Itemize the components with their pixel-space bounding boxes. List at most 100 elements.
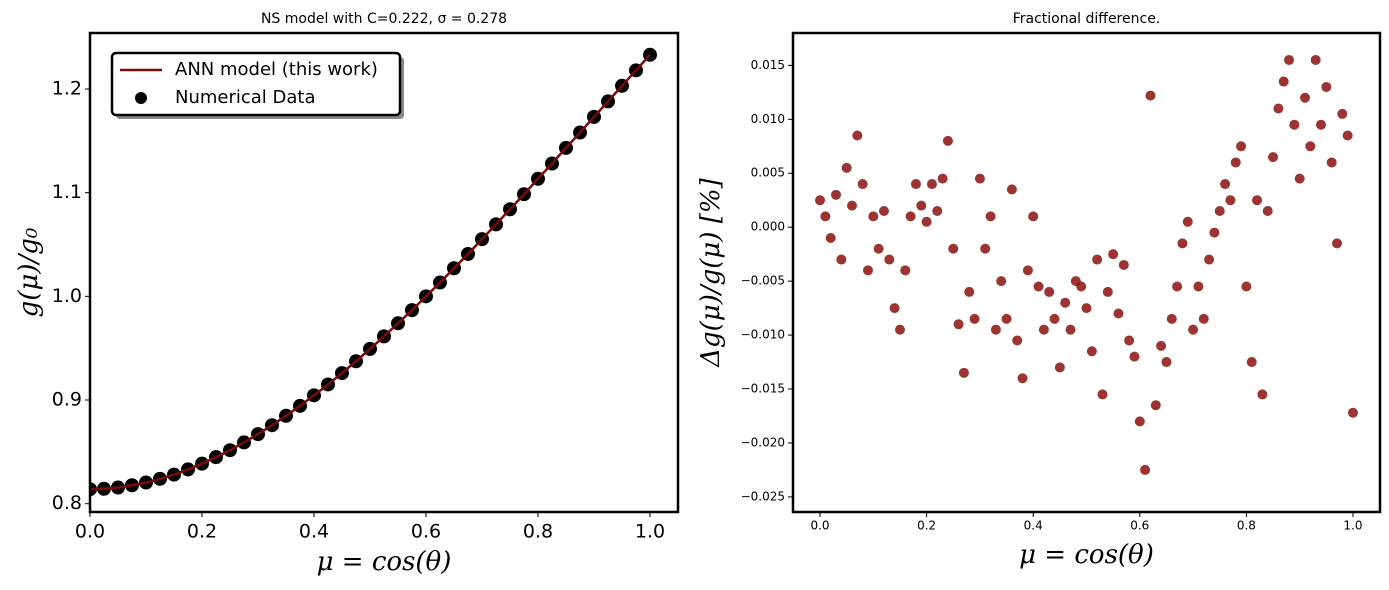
data-point xyxy=(1220,179,1231,190)
x-tick-label: 0.0 xyxy=(810,519,829,533)
x-tick-label: 0.6 xyxy=(411,521,441,543)
data-point xyxy=(1134,416,1145,427)
data-point xyxy=(942,135,953,146)
data-point xyxy=(1300,92,1311,103)
data-point xyxy=(937,173,948,184)
x-axis-label: μ = cos(θ) xyxy=(1019,540,1154,570)
data-point xyxy=(1209,227,1220,238)
y-tick-label: 0.015 xyxy=(751,58,785,72)
axes-frame xyxy=(88,31,680,514)
plot-area xyxy=(815,54,1358,475)
data-point xyxy=(1193,281,1204,292)
y-tick-label: 0.010 xyxy=(751,112,785,126)
axes-frame xyxy=(791,31,1382,514)
data-point xyxy=(1225,195,1236,206)
x-tick-label: 0.4 xyxy=(1024,519,1043,533)
panel: Fractional difference. μ = cos(θ) Δg(μ)/g(… xyxy=(696,11,1382,570)
data-point xyxy=(1198,313,1209,324)
data-point xyxy=(852,130,863,141)
data-point xyxy=(953,319,964,330)
data-point xyxy=(1006,184,1017,195)
data-point xyxy=(910,179,921,190)
data-point xyxy=(948,243,959,254)
plot-area xyxy=(90,47,657,497)
data-point xyxy=(1033,281,1044,292)
data-point xyxy=(1118,259,1129,270)
data-point xyxy=(1129,351,1140,362)
data-point xyxy=(932,206,943,217)
data-point xyxy=(1326,157,1337,168)
data-point xyxy=(836,254,847,265)
data-point xyxy=(1204,254,1215,265)
panel: NS model with C=0.222, σ = 0.278 μ = cos(… xyxy=(14,11,680,577)
legend: ANN model (this work) Numerical Data xyxy=(110,51,404,119)
data-point xyxy=(905,211,916,222)
y-tick-label: −0.005 xyxy=(741,274,785,288)
data-point xyxy=(1230,157,1241,168)
data-point xyxy=(969,313,980,324)
x-tick-label: 1.0 xyxy=(1343,519,1362,533)
data-point xyxy=(1161,357,1172,368)
data-point xyxy=(1038,324,1049,335)
y-tick-label: −0.025 xyxy=(741,489,785,503)
legend-box xyxy=(110,51,402,117)
data-point xyxy=(921,216,932,227)
x-tick-label: 0.8 xyxy=(1237,519,1256,533)
legend-marker xyxy=(135,92,147,104)
data-point xyxy=(846,200,857,211)
y-tick-label: 1.1 xyxy=(52,181,82,203)
data-point xyxy=(1166,313,1177,324)
data-point xyxy=(1140,464,1151,475)
data-point xyxy=(1022,265,1033,276)
data-point xyxy=(990,324,1001,335)
x-tick-label: 0.0 xyxy=(75,521,105,543)
data-point xyxy=(1337,108,1348,119)
data-point xyxy=(958,367,969,378)
x-tick-label: 0.2 xyxy=(917,519,936,533)
x-tick-label: 1.0 xyxy=(635,521,665,543)
y-tick-label: 0.000 xyxy=(751,220,785,234)
data-point xyxy=(1246,357,1257,368)
x-tick-label: 0.2 xyxy=(187,521,217,543)
data-point xyxy=(1028,211,1039,222)
data-point xyxy=(926,179,937,190)
data-point xyxy=(1076,281,1087,292)
data-point xyxy=(831,189,842,200)
data-point xyxy=(1012,335,1023,346)
data-point xyxy=(1060,297,1071,308)
data-point xyxy=(1294,173,1305,184)
x-tick-label: 0.8 xyxy=(523,521,553,543)
data-point xyxy=(916,200,927,211)
data-point xyxy=(878,206,889,217)
data-point xyxy=(1097,389,1108,400)
legend-label: Numerical Data xyxy=(175,87,316,108)
data-point xyxy=(1273,103,1284,114)
data-point xyxy=(857,179,868,190)
data-point xyxy=(1017,373,1028,384)
data-point xyxy=(980,243,991,254)
data-point xyxy=(1310,54,1321,65)
data-point xyxy=(1342,130,1353,141)
chart-title: NS model with C=0.222, σ = 0.278 xyxy=(261,11,507,27)
data-point xyxy=(1241,281,1252,292)
data-point xyxy=(820,211,831,222)
x-tick-label: 0.6 xyxy=(1130,519,1149,533)
data-point xyxy=(985,211,996,222)
data-point xyxy=(1065,324,1076,335)
data-point xyxy=(1278,76,1289,87)
data-point xyxy=(1001,313,1012,324)
data-point xyxy=(1150,400,1161,411)
data-point xyxy=(1188,324,1199,335)
data-point xyxy=(1316,119,1327,130)
y-tick-label: 0.8 xyxy=(52,492,82,514)
data-point xyxy=(1182,216,1193,227)
data-point xyxy=(1124,335,1135,346)
data-point xyxy=(1081,303,1092,314)
data-point xyxy=(1044,286,1055,297)
data-point xyxy=(873,243,884,254)
data-point xyxy=(996,276,1007,287)
y-tick-label: −0.010 xyxy=(741,328,785,342)
data-point xyxy=(1262,206,1273,217)
data-point xyxy=(841,162,852,173)
data-point xyxy=(815,195,826,206)
